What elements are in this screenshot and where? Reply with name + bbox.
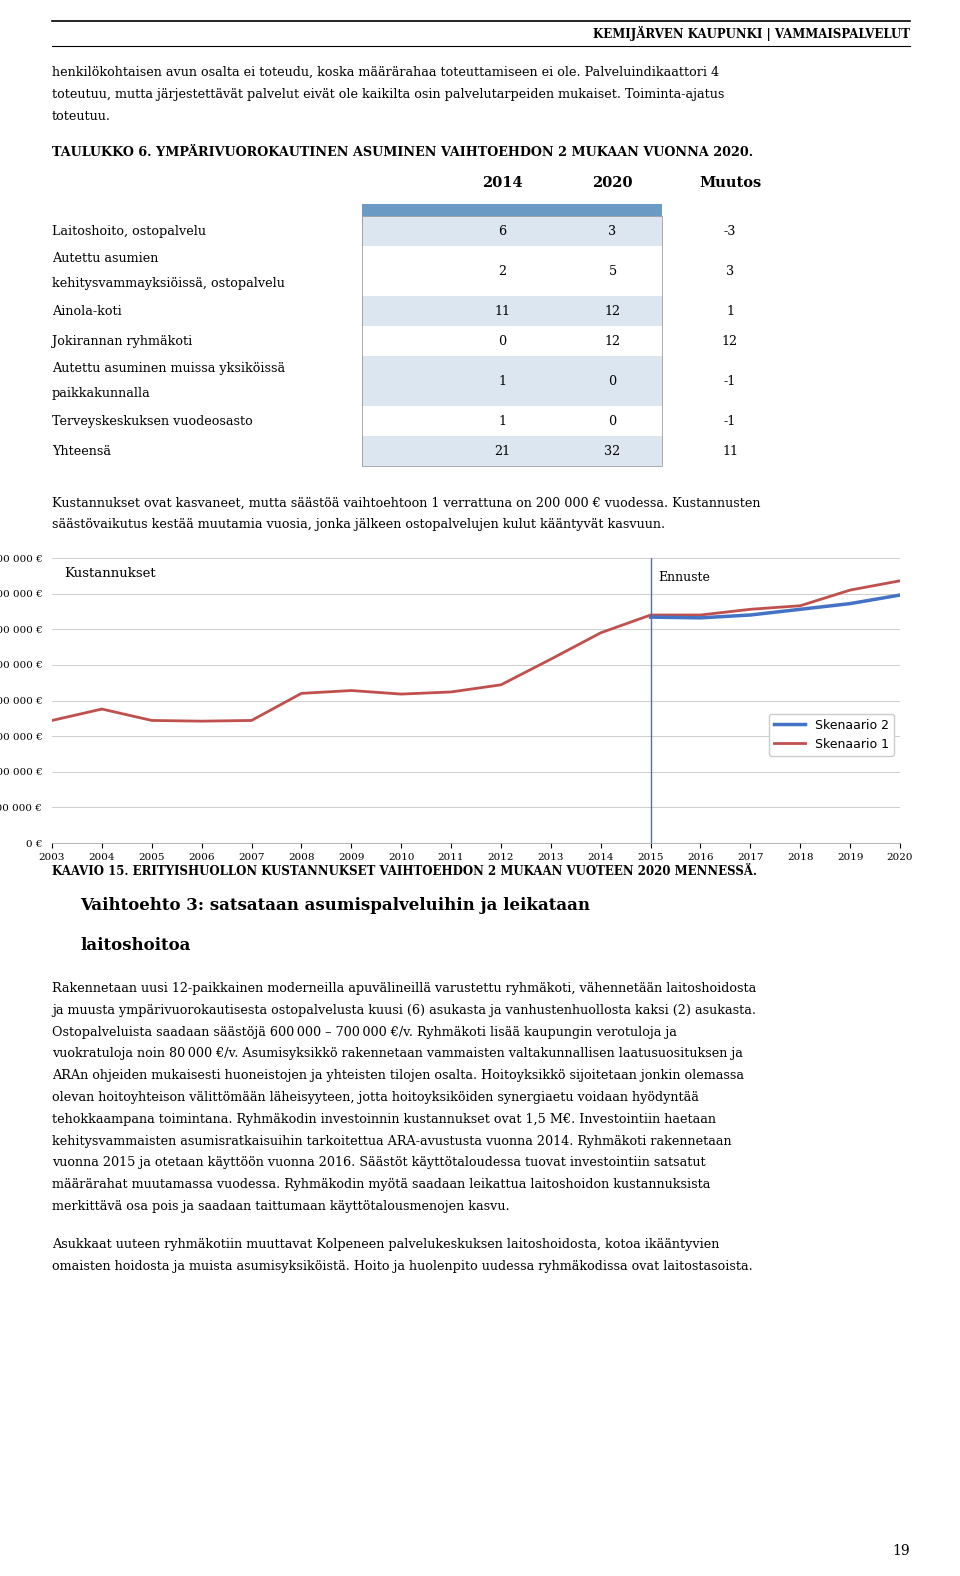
Text: 19: 19 bbox=[893, 1544, 910, 1559]
Text: 1: 1 bbox=[498, 414, 507, 429]
Text: -1: -1 bbox=[724, 375, 736, 388]
Text: paikkakunnalla: paikkakunnalla bbox=[52, 388, 151, 400]
Text: olevan hoitoyhteison välittömään läheisyyteen, jotta hoitoyksiköiden synergiaetu: olevan hoitoyhteison välittömään läheisy… bbox=[52, 1091, 699, 1105]
Text: 5: 5 bbox=[609, 265, 616, 277]
Bar bbox=[362, 296, 662, 326]
Text: Ostopalveluista saadaan säästöjä 600 000 – 700 000 €/v. Ryhmäkoti lisää kaupungi: Ostopalveluista saadaan säästöjä 600 000… bbox=[52, 1026, 677, 1039]
Text: Laitoshoito, ostopalvelu: Laitoshoito, ostopalvelu bbox=[52, 225, 206, 238]
Text: toteutuu.: toteutuu. bbox=[52, 110, 111, 123]
Text: 0: 0 bbox=[498, 336, 507, 348]
Text: Ennuste: Ennuste bbox=[658, 571, 710, 583]
Text: omaisten hoidosta ja muista asumisyksiköistä. Hoito ja huolenpito uudessa ryhmäk: omaisten hoidosta ja muista asumisyksikö… bbox=[52, 1259, 753, 1272]
Text: 1: 1 bbox=[726, 304, 734, 318]
Text: -3: -3 bbox=[724, 225, 736, 238]
Text: kehitysvammaisten asumisratkaisuihin tarkoitettua ARA-avustusta vuonna 2014. Ryh: kehitysvammaisten asumisratkaisuihin tar… bbox=[52, 1135, 732, 1147]
Text: Ainola-koti: Ainola-koti bbox=[52, 304, 122, 318]
Legend: Skenaario 2, Skenaario 1: Skenaario 2, Skenaario 1 bbox=[769, 714, 894, 756]
Text: ARAn ohjeiden mukaisesti huoneistojen ja yhteisten tilojen osalta. Hoitoyksikkö : ARAn ohjeiden mukaisesti huoneistojen ja… bbox=[52, 1069, 744, 1083]
Text: 12: 12 bbox=[722, 336, 738, 348]
Text: säästövaikutus kestää muutamia vuosia, jonka jälkeen ostopalvelujen kulut käänty: säästövaikutus kestää muutamia vuosia, j… bbox=[52, 519, 665, 531]
Text: määrärahat muutamassa vuodessa. Ryhmäkodin myötä saadaan leikattua laitoshoidon : määrärahat muutamassa vuodessa. Ryhmäkod… bbox=[52, 1179, 710, 1191]
Text: 21: 21 bbox=[494, 444, 511, 459]
Text: 1: 1 bbox=[498, 375, 507, 388]
Text: Muutos: Muutos bbox=[699, 177, 761, 191]
Text: 32: 32 bbox=[605, 444, 620, 459]
Text: Kustannukset: Kustannukset bbox=[64, 566, 156, 580]
Bar bbox=[362, 205, 662, 216]
Bar bbox=[362, 246, 662, 296]
Text: kehitysvammayksiöissä, ostopalvelu: kehitysvammayksiöissä, ostopalvelu bbox=[52, 277, 285, 290]
Text: 0: 0 bbox=[609, 375, 616, 388]
Text: laitoshoitoa: laitoshoitoa bbox=[80, 938, 190, 953]
Text: henkilökohtaisen avun osalta ei toteudu, koska määrärahaa toteuttamiseen ei ole.: henkilökohtaisen avun osalta ei toteudu,… bbox=[52, 66, 719, 79]
Text: 12: 12 bbox=[605, 336, 620, 348]
Text: KAAVIO 15. ERITYISHUOLLON KUSTANNUKSET VAIHTOEHDON 2 MUKAAN VUOTEEN 2020 MENNESS: KAAVIO 15. ERITYISHUOLLON KUSTANNUKSET V… bbox=[52, 865, 757, 878]
Text: tehokkaampana toimintana. Ryhmäkodin investoinnin kustannukset ovat 1,5 M€. Inve: tehokkaampana toimintana. Ryhmäkodin inv… bbox=[52, 1113, 716, 1125]
Bar bbox=[362, 437, 662, 466]
Text: merkittävä osa pois ja saadaan taittumaan käyttötalousmenojen kasvu.: merkittävä osa pois ja saadaan taittumaa… bbox=[52, 1199, 510, 1214]
Text: Autettu asumien: Autettu asumien bbox=[52, 252, 158, 265]
Text: 6: 6 bbox=[498, 225, 507, 238]
Text: TAULUKKO 6. YMPÄRIVUOROKAUTINEN ASUMINEN VAIHTOEHDON 2 MUKAAN VUONNA 2020.: TAULUKKO 6. YMPÄRIVUOROKAUTINEN ASUMINEN… bbox=[52, 147, 754, 159]
Text: vuokratuloja noin 80 000 €/v. Asumisyksikkö rakennetaan vammaisten valtakunnalli: vuokratuloja noin 80 000 €/v. Asumisyksi… bbox=[52, 1048, 743, 1061]
Text: KEMIJÄRVEN KAUPUNKI | VAMMAISPALVELUT: KEMIJÄRVEN KAUPUNKI | VAMMAISPALVELUT bbox=[593, 25, 910, 41]
Text: Jokirannan ryhmäkoti: Jokirannan ryhmäkoti bbox=[52, 336, 192, 348]
Text: Vaihtoehto 3: satsataan asumispalveluihin ja leikataan: Vaihtoehto 3: satsataan asumispalveluihi… bbox=[80, 897, 590, 914]
Text: 12: 12 bbox=[605, 304, 620, 318]
Text: Asukkaat uuteen ryhmäkotiin muuttavat Kolpeneen palvelukeskuksen laitoshoidosta,: Asukkaat uuteen ryhmäkotiin muuttavat Ko… bbox=[52, 1237, 719, 1251]
Text: 11: 11 bbox=[494, 304, 511, 318]
Text: Kustannukset ovat kasvaneet, mutta säästöä vaihtoehtoon 1 verrattuna on 200 000 : Kustannukset ovat kasvaneet, mutta sääst… bbox=[52, 496, 760, 509]
Text: Terveyskeskuksen vuodeosasto: Terveyskeskuksen vuodeosasto bbox=[52, 414, 252, 429]
Text: vuonna 2015 ja otetaan käyttöön vuonna 2016. Säästöt käyttötaloudessa tuovat inv: vuonna 2015 ja otetaan käyttöön vuonna 2… bbox=[52, 1157, 706, 1169]
Bar bbox=[362, 356, 662, 407]
Text: Autettu asuminen muissa yksiköissä: Autettu asuminen muissa yksiköissä bbox=[52, 362, 285, 375]
Text: 3: 3 bbox=[726, 265, 734, 277]
Bar bbox=[362, 326, 662, 356]
Text: Rakennetaan uusi 12-paikkainen moderneilla apuvälineillä varustettu ryhmäkoti, v: Rakennetaan uusi 12-paikkainen moderneil… bbox=[52, 982, 756, 994]
Text: 2014: 2014 bbox=[482, 177, 523, 191]
Text: ja muusta ympärivuorokautisesta ostopalvelusta kuusi (6) asukasta ja vanhustenhu: ja muusta ympärivuorokautisesta ostopalv… bbox=[52, 1004, 756, 1017]
Text: 0: 0 bbox=[609, 414, 616, 429]
Text: 3: 3 bbox=[609, 225, 616, 238]
Bar bbox=[362, 407, 662, 437]
Text: 11: 11 bbox=[722, 444, 738, 459]
Text: -1: -1 bbox=[724, 414, 736, 429]
Bar bbox=[362, 216, 662, 246]
Text: 2020: 2020 bbox=[592, 177, 633, 191]
Text: toteutuu, mutta järjestettävät palvelut eivät ole kaikilta osin palvelutarpeiden: toteutuu, mutta järjestettävät palvelut … bbox=[52, 88, 725, 101]
Text: 2: 2 bbox=[498, 265, 507, 277]
Bar bbox=[362, 216, 662, 466]
Text: Yhteensä: Yhteensä bbox=[52, 444, 111, 459]
